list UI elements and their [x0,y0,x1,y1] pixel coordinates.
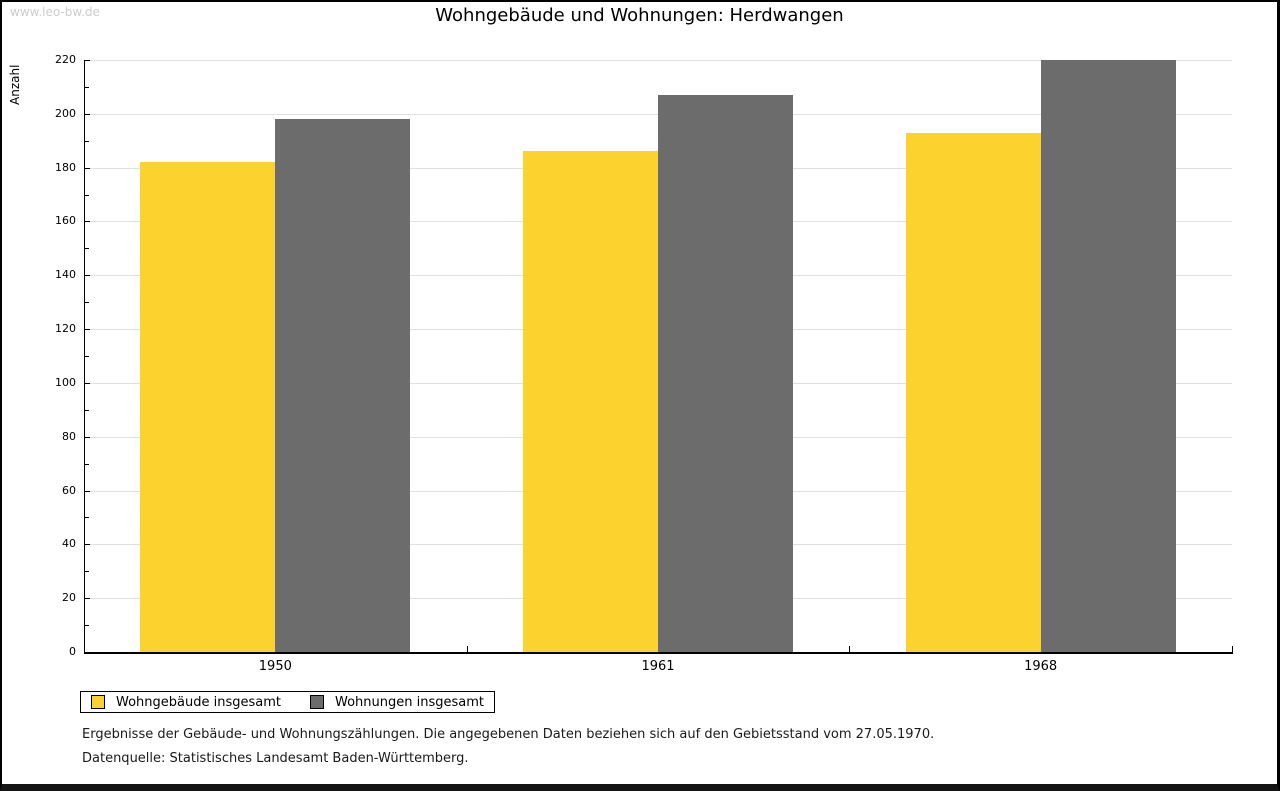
legend-item-wohnungen: Wohnungen insgesamt [310,695,484,710]
y-tick-130 [85,302,89,304]
y-tick-210 [85,86,89,88]
y-tick-label-160: 160 [55,214,76,228]
x-tick-1 [466,646,468,652]
bar-1961-wohnungen [658,94,793,652]
y-tick-label-20: 20 [62,591,76,605]
y-tick-110 [85,356,89,357]
y-tick-40 [85,544,90,546]
y-tick-90 [85,409,89,411]
bar-1950-wohnungen [275,119,411,652]
y-tick-20 [85,598,90,600]
legend-label-wohnungen: Wohnungen insgesamt [335,694,484,710]
legend-swatch-wohnungen [310,695,324,709]
x-tick-label-1961: 1961 [641,659,675,674]
y-tick-60 [85,490,90,492]
legend-swatch-wohngebaeude [91,695,105,709]
y-tick-190 [85,140,89,142]
x-axis [84,652,1233,654]
y-axis [84,60,85,652]
y-tick-80 [85,436,90,438]
y-tick-140 [85,275,90,277]
y-tick-30 [85,571,89,573]
y-tick-170 [85,194,89,196]
x-tick-label-1950: 1950 [258,659,292,674]
legend-label-wohngebaeude: Wohngebäude insgesamt [116,694,281,710]
footnote-gebietsstand: Ergebnisse der Gebäude- und Wohnungszähl… [82,727,935,742]
x-tick-2 [849,646,851,652]
watermark: www.leo-bw.de [10,5,100,19]
y-tick-label-180: 180 [55,160,76,174]
y-tick-120 [85,329,90,331]
bar-1950-wohngebaeude [140,162,276,652]
y-tick-label-0: 0 [69,645,76,658]
y-tick-label-100: 100 [55,375,76,389]
y-tick-200 [85,113,90,115]
y-tick-10 [85,625,89,627]
y-tick-label-80: 80 [62,429,76,443]
bar-1968-wohngebaeude [905,132,1041,652]
y-tick-label-220: 220 [55,53,76,66]
y-tick-150 [85,248,89,250]
x-tick-3 [1232,646,1233,652]
legend-item-wohngebaeude: Wohngebäude insgesamt [91,695,281,710]
y-tick-50 [85,517,89,519]
legend: Wohngebäude insgesamt Wohnungen insgesam… [80,691,495,713]
y-tick-160 [85,221,90,223]
y-tick-180 [85,167,90,169]
bar-1961-wohngebaeude [523,151,658,652]
gridline-y-220 [84,60,1232,61]
y-tick-label-140: 140 [55,268,76,282]
y-tick-label-200: 200 [55,106,76,120]
bar-1968-wohnungen [1040,60,1176,652]
chart-title: Wohngebäude und Wohnungen: Herdwangen [435,5,844,26]
y-tick-label-60: 60 [62,483,76,497]
x-tick-label-1968: 1968 [1024,659,1058,674]
y-tick-label-40: 40 [62,537,76,551]
y-tick-label-120: 120 [55,322,76,336]
footnote-datenquelle: Datenquelle: Statistisches Landesamt Bad… [82,751,469,766]
y-tick-100 [85,382,90,384]
y-tick-220 [85,60,90,61]
y-tick-70 [85,463,89,465]
